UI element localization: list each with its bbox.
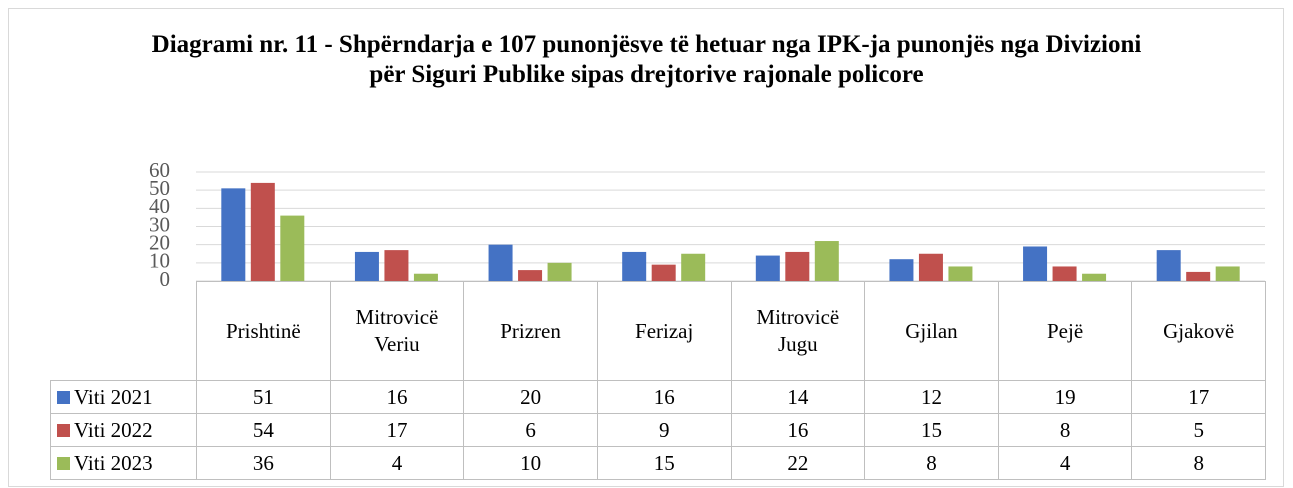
legend-label: Viti 2023 <box>74 450 153 475</box>
value-cell: 8 <box>997 413 1133 447</box>
bar <box>814 241 839 281</box>
chart-title: Diagrami nr. 11 - Shpërndarja e 107 puno… <box>151 31 1142 88</box>
bar <box>221 188 246 281</box>
table-corner <box>50 281 197 381</box>
bar <box>948 266 973 281</box>
bar <box>1156 250 1181 281</box>
bar <box>488 244 513 281</box>
value-cell: 5 <box>1131 413 1266 447</box>
bar <box>547 262 572 281</box>
bar <box>354 251 379 281</box>
category-label: Gjilan <box>864 281 999 381</box>
value-cell: 15 <box>596 446 732 480</box>
bar <box>250 182 275 281</box>
bar <box>1052 266 1077 281</box>
y-tick-label: 50 <box>149 176 170 200</box>
value-cell: 9 <box>596 413 732 447</box>
value-cell: 4 <box>329 446 465 480</box>
y-tick-label: 60 <box>149 158 170 182</box>
category-label: Ferizaj <box>596 281 732 381</box>
value-cell: 17 <box>329 413 465 447</box>
bar <box>755 255 780 281</box>
bar <box>785 251 810 281</box>
y-tick-label: 20 <box>149 230 170 254</box>
value-cell: 16 <box>329 380 465 414</box>
value-cell: 16 <box>730 413 866 447</box>
bar <box>918 253 943 281</box>
legend-key <box>57 423 70 437</box>
bar <box>384 250 409 281</box>
category-label: Pejë <box>997 281 1133 381</box>
y-tick-label: 0 <box>160 267 171 291</box>
value-cell: 19 <box>997 380 1133 414</box>
legend-entry: Viti 2023 <box>50 446 197 480</box>
y-tick-label: 30 <box>149 212 170 236</box>
y-tick-label: 40 <box>149 194 170 218</box>
bar <box>1082 273 1107 281</box>
value-cell: 10 <box>463 446 598 480</box>
category-label: Mitrovicë Jugu <box>730 281 866 381</box>
value-cell: 51 <box>196 380 331 414</box>
legend-key <box>57 456 70 470</box>
table-row: Viti 2022 54 17 6 9 16 15 8 5 <box>50 413 1266 447</box>
table-row: Viti 2021 51 16 20 16 14 12 19 17 <box>50 380 1266 414</box>
value-cell: 12 <box>864 380 999 414</box>
value-cell: 8 <box>1131 446 1266 480</box>
table-row: Viti 2023 36 4 10 15 22 8 4 8 <box>50 446 1266 480</box>
category-label: Mitrovicë Veriu <box>329 281 465 381</box>
legend-label: Viti 2022 <box>74 417 153 442</box>
value-cell: 4 <box>997 446 1133 480</box>
bar <box>651 264 676 281</box>
bar <box>681 253 706 281</box>
value-cell: 8 <box>864 446 999 480</box>
value-cell: 36 <box>196 446 331 480</box>
bar <box>1215 266 1240 281</box>
value-cell: 14 <box>730 380 866 414</box>
bar <box>1186 271 1211 281</box>
value-cell: 22 <box>730 446 866 480</box>
bar <box>518 270 543 281</box>
value-cell: 16 <box>596 380 732 414</box>
value-cell: 20 <box>463 380 598 414</box>
category-label: Prishtinë <box>196 281 331 381</box>
legend-key <box>57 390 70 404</box>
data-table: Prishtinë Mitrovicë Veriu Prizren Ferizaj Mi… <box>50 281 1266 480</box>
bar <box>622 251 647 281</box>
table-header-row: Prishtinë Mitrovicë Veriu Prizren Ferizaj Mi… <box>50 281 1266 381</box>
category-label: Prizren <box>463 281 598 381</box>
bar <box>1023 246 1048 281</box>
chart-frame <box>8 8 1284 487</box>
bar <box>280 215 305 281</box>
value-cell: 17 <box>1131 380 1266 414</box>
y-tick-label: 10 <box>149 249 170 273</box>
value-cell: 6 <box>463 413 598 447</box>
legend-label: Viti 2021 <box>74 384 153 409</box>
legend-entry: Viti 2021 <box>50 380 197 414</box>
bar <box>413 273 438 281</box>
value-cell: 15 <box>864 413 999 447</box>
category-label: Gjakovë <box>1131 281 1266 381</box>
bar <box>889 259 914 281</box>
legend-entry: Viti 2022 <box>50 413 197 447</box>
value-cell: 54 <box>196 413 331 447</box>
